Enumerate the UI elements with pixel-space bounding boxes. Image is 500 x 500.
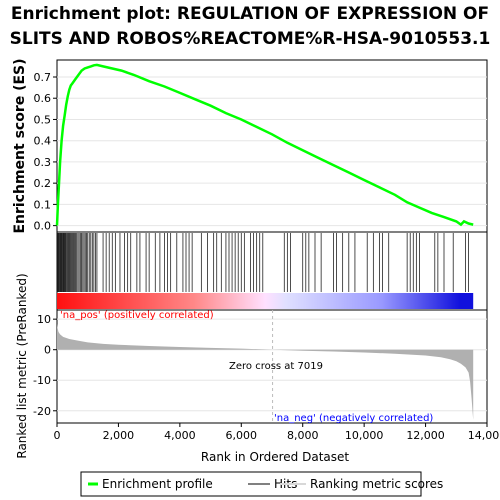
es-y-tick-label: 0.0	[34, 220, 52, 233]
es-y-tick-label: 0.4	[34, 135, 52, 148]
metric-y-axis: 10 0 -10 -20	[33, 313, 57, 418]
legend: Enrichment profile Hits Ranking metric sco…	[80, 471, 443, 497]
es-y-tick-label: 0.7	[34, 71, 52, 84]
legend-entry: Ranking metric scores	[310, 477, 443, 491]
es-y-tick-label: 0.1	[34, 198, 52, 211]
metric-y-axis-label: Ranked list metric (PreRanked)	[15, 273, 29, 458]
chart-title-line2: SLITS AND ROBOS%REACTOME%R-HSA-9010553.1	[10, 29, 491, 49]
es-panel-frame	[56, 59, 488, 233]
es-y-tick-label: 0.2	[34, 177, 52, 190]
rank-color-bar	[57, 293, 474, 309]
es-panel: 0.0 0.1 0.2 0.3 0.4 0.5 0.6 0.7	[34, 59, 488, 233]
es-y-tick-label: 0.3	[34, 156, 52, 169]
metric-panel-frame	[56, 309, 488, 424]
es-y-axis-label: Enrichment score (ES)	[12, 58, 28, 233]
x-tick-label: 0	[54, 429, 61, 442]
x-tick-label: 10,000	[345, 429, 384, 442]
es-y-tick-label: 0.6	[34, 92, 52, 105]
x-tick-label: 2,000	[103, 429, 135, 442]
x-tick-label: 8,000	[287, 429, 319, 442]
legend-entry: Enrichment profile	[102, 477, 213, 491]
metric-y-tick-label: -10	[33, 374, 51, 387]
x-tick-label: 14,000	[468, 429, 500, 442]
chart-title-line1: Enrichment plot: REGULATION OF EXPRESSIO…	[11, 4, 489, 24]
x-axis-label: Rank in Ordered Dataset	[201, 450, 349, 464]
hit-marks	[57, 233, 469, 292]
ranking-metric-area	[57, 323, 474, 420]
positive-correlation-label: 'na_pos' (positively correlated)	[60, 310, 214, 321]
hits-panel	[56, 231, 488, 311]
es-y-axis: 0.0 0.1 0.2 0.3 0.4 0.5 0.6 0.7	[34, 71, 57, 233]
metric-y-tick-label: 0	[44, 344, 51, 357]
metric-panel: 10 0 -10 -20 'na_pos' (positively correlate…	[33, 309, 488, 424]
enrichment-profile-line	[55, 63, 474, 227]
negative-correlation-label: 'na_neg' (negatively correlated)	[274, 413, 433, 424]
x-tick-label: 4,000	[164, 429, 196, 442]
es-gridlines	[57, 76, 487, 227]
x-axis: 0 2,000 4,000 6,000 8,000 10,000 12,000 14,000	[54, 423, 500, 442]
x-tick-label: 12,000	[406, 429, 445, 442]
x-tick-label: 6,000	[226, 429, 258, 442]
zero-cross-label: Zero cross at 7019	[229, 361, 323, 372]
metric-y-tick-label: 10	[37, 313, 51, 326]
es-y-tick-label: 0.5	[34, 113, 52, 126]
metric-y-tick-label: -20	[33, 405, 51, 418]
